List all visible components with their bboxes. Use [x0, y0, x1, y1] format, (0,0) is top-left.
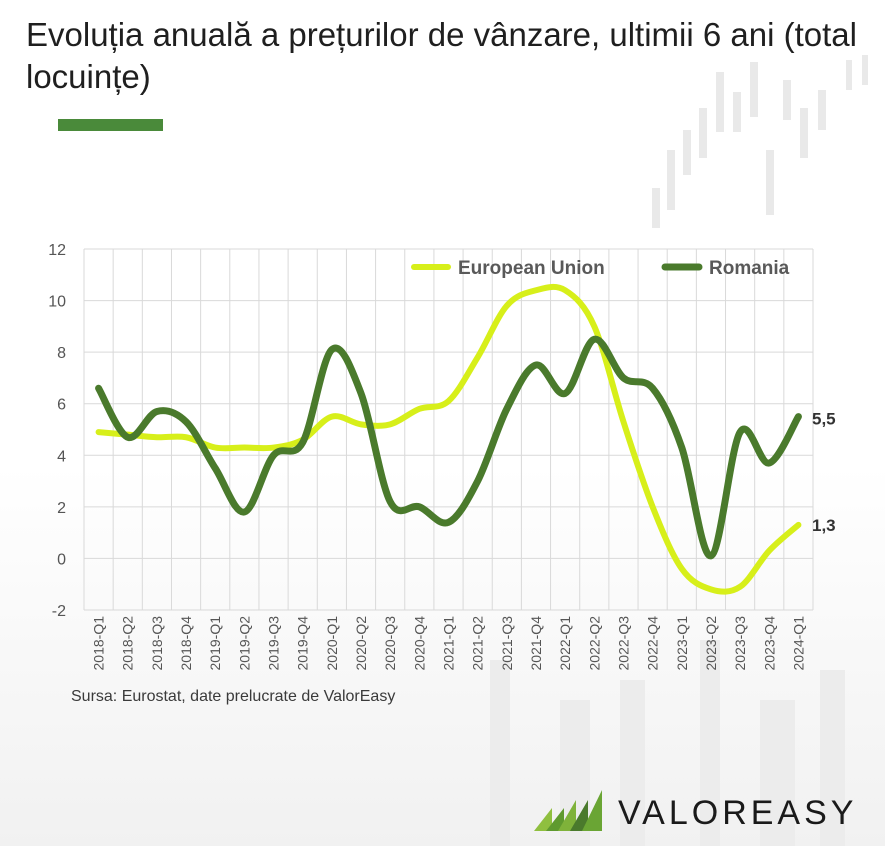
x-tick-label: 2019-Q3	[266, 616, 282, 671]
page-title: Evoluția anuală a prețurilor de vânzare,…	[26, 16, 857, 95]
logo-mark-icon	[534, 790, 602, 831]
source-note: Sursa: Eurostat, date prelucrate de Valo…	[71, 688, 396, 705]
x-tick-label: 2022-Q3	[615, 616, 631, 671]
x-tick-label: 2024-Q1	[790, 616, 806, 671]
y-tick-label: 12	[48, 242, 66, 259]
x-tick-label: 2021-Q2	[470, 616, 486, 671]
background-buildings	[490, 640, 845, 846]
y-tick-label: 10	[48, 294, 66, 311]
legend-label-romania: Romania	[709, 258, 790, 279]
x-tick-label: 2023-Q4	[761, 616, 777, 671]
chart-lines	[95, 283, 802, 595]
x-tick-label: 2021-Q3	[499, 616, 515, 671]
valoreasy-logo: VALOREASY	[532, 786, 862, 836]
series-line-romania	[95, 335, 802, 560]
chart-legend: European Union Romania	[411, 258, 790, 279]
x-tick-label: 2023-Q1	[674, 616, 690, 671]
x-tick-label: 2018-Q3	[149, 616, 165, 671]
end-label-european-union: 1,3	[812, 516, 836, 535]
legend-label-european-union: European Union	[458, 258, 605, 279]
x-tick-label: 2018-Q1	[91, 616, 107, 671]
series-line-european-union	[95, 283, 802, 595]
x-tick-label: 2023-Q3	[732, 616, 748, 671]
background-candles	[652, 55, 868, 228]
y-tick-label: 0	[57, 551, 66, 568]
end-label-romania: 5,5	[812, 410, 836, 429]
x-tick-label: 2018-Q4	[178, 616, 194, 671]
x-tick-label: 2018-Q2	[120, 616, 136, 671]
x-axis-ticks: 2018-Q1 2018-Q2 2018-Q3 2018-Q4 2019-Q1 2019-…	[91, 616, 807, 671]
y-tick-label: 8	[57, 345, 66, 362]
y-tick-label: 6	[57, 397, 66, 414]
x-tick-label: 2022-Q4	[645, 616, 661, 671]
logo-text-valor: VALOR	[618, 794, 751, 832]
x-tick-label: 2022-Q2	[586, 616, 602, 671]
line-chart: -2 0 2 4 6 8 10 12 2018-Q1 2018-Q2 2018-Q3 2018-Q4…	[48, 242, 836, 671]
x-tick-label: 2021-Q4	[528, 616, 544, 671]
logo-text: VALOREASY	[618, 794, 857, 833]
x-tick-label: 2019-Q4	[295, 616, 311, 671]
x-tick-label: 2020-Q2	[353, 616, 369, 671]
x-tick-label: 2020-Q1	[324, 616, 340, 671]
y-axis-ticks: -2 0 2 4 6 8 10 12	[48, 242, 66, 620]
x-tick-label: 2020-Q4	[411, 616, 427, 671]
x-tick-label: 2020-Q3	[382, 616, 398, 671]
y-tick-label: 2	[57, 500, 66, 517]
x-tick-label: 2019-Q2	[236, 616, 252, 671]
x-tick-label: 2022-Q1	[557, 616, 573, 671]
x-tick-label: 2021-Q1	[441, 616, 457, 671]
logo-text-easy: EASY	[750, 794, 858, 832]
y-tick-label: 4	[57, 448, 66, 465]
title-accent-bar	[58, 119, 163, 131]
x-tick-label: 2023-Q2	[703, 616, 719, 671]
y-tick-label: -2	[52, 603, 66, 620]
x-tick-label: 2019-Q1	[207, 616, 223, 671]
